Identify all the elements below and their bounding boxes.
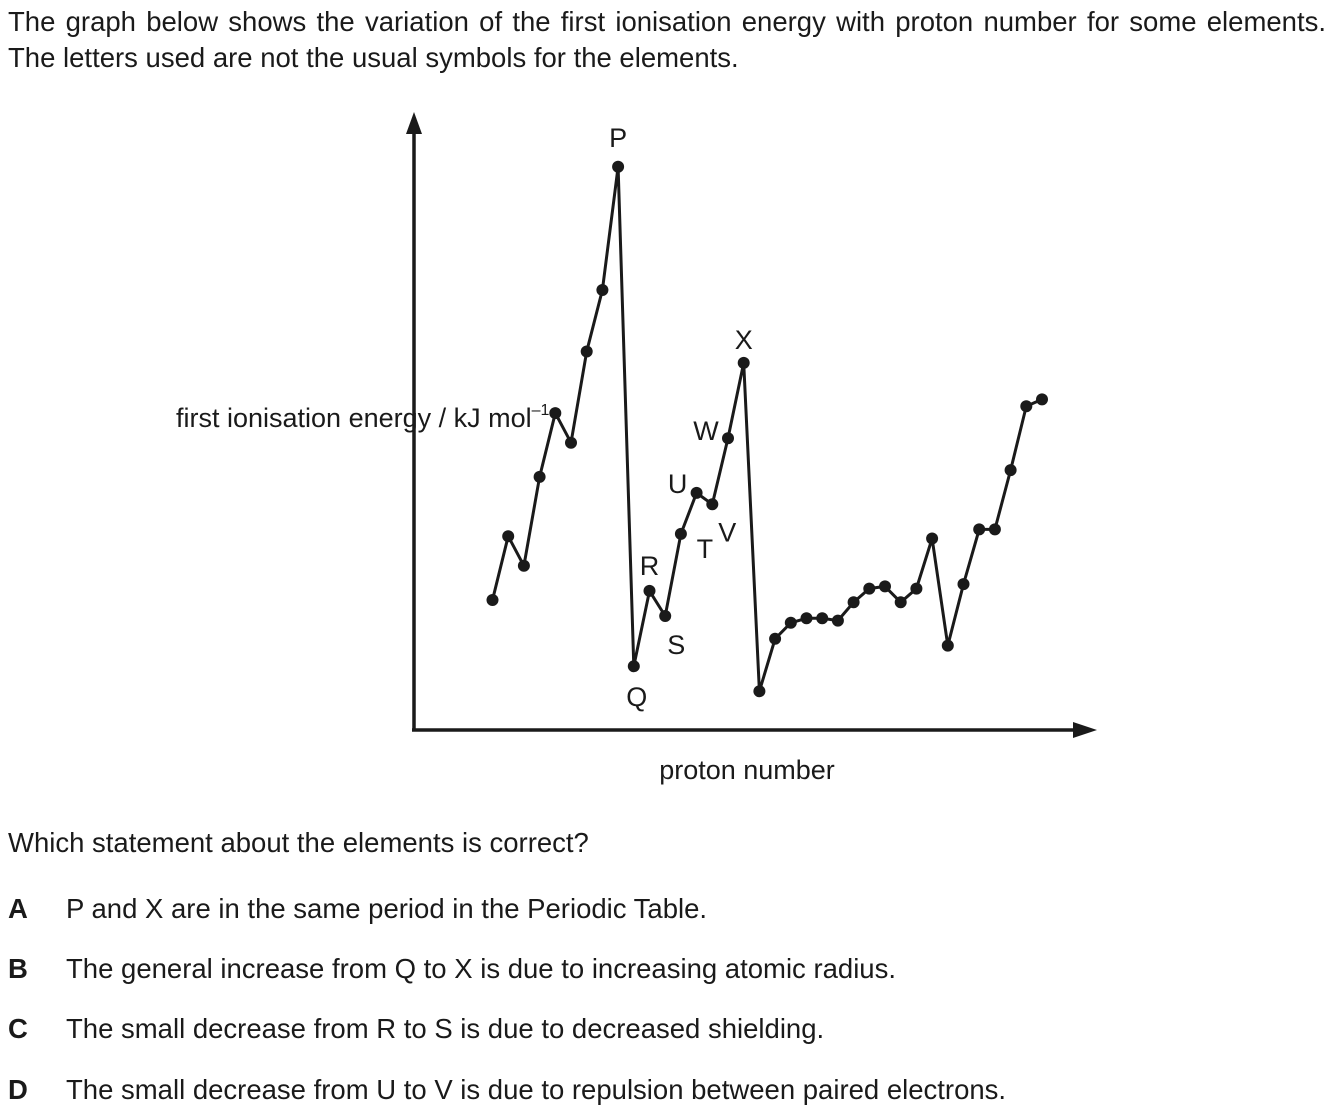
option-text: The small decrease from U to V is due to… bbox=[66, 1074, 1007, 1105]
point-label-w: W bbox=[693, 416, 719, 446]
data-point bbox=[1036, 393, 1048, 406]
data-point bbox=[800, 612, 813, 625]
point-label-s: S bbox=[667, 630, 685, 660]
y-axis-label-superscript: –1 bbox=[531, 402, 550, 419]
data-point bbox=[565, 436, 577, 449]
data-point bbox=[816, 612, 829, 625]
point-label-p: P bbox=[609, 123, 627, 153]
data-point bbox=[894, 596, 907, 609]
data-point bbox=[831, 614, 844, 627]
option-letter: A bbox=[8, 893, 28, 924]
option-letter: C bbox=[8, 1013, 28, 1044]
point-label-r: R bbox=[640, 551, 660, 581]
y-axis-arrow-icon bbox=[406, 112, 422, 134]
data-point bbox=[690, 486, 703, 499]
data-point bbox=[753, 685, 766, 698]
data-point bbox=[879, 580, 891, 593]
ionisation-energy-chart: P Q R S T UV W X proton number bbox=[406, 112, 1097, 785]
data-point bbox=[1004, 464, 1017, 477]
data-point bbox=[486, 594, 499, 606]
data-point bbox=[941, 639, 954, 652]
data-point bbox=[847, 596, 860, 609]
series-line bbox=[491, 166, 1043, 692]
point-labels: P Q R S T UV W X bbox=[609, 123, 753, 712]
data-point bbox=[957, 578, 970, 591]
x-axis-arrow-icon bbox=[1073, 722, 1097, 738]
data-point bbox=[988, 523, 1001, 536]
option-text: The small decrease from R to S is due to… bbox=[66, 1013, 825, 1044]
option-text: The general increase from Q to X is due … bbox=[66, 953, 896, 984]
data-point bbox=[784, 616, 797, 629]
data-point bbox=[596, 284, 609, 296]
data-point bbox=[549, 407, 562, 420]
data-point bbox=[863, 582, 876, 595]
point-label-v: V bbox=[718, 517, 736, 547]
data-point bbox=[674, 527, 687, 540]
data-point bbox=[502, 530, 515, 543]
data-point bbox=[580, 345, 593, 358]
data-point bbox=[926, 532, 939, 545]
question-intro: The graph below shows the variation of t… bbox=[8, 6, 1326, 73]
ionisation-energy-series bbox=[486, 160, 1048, 698]
x-axis-label: proton number bbox=[659, 755, 835, 785]
point-label-x: X bbox=[735, 325, 753, 355]
data-point bbox=[910, 582, 923, 595]
data-point bbox=[706, 498, 719, 511]
data-point bbox=[737, 356, 750, 369]
option-letter: D bbox=[8, 1074, 28, 1105]
data-point bbox=[973, 523, 986, 536]
data-point bbox=[612, 160, 625, 173]
point-label-u: U bbox=[668, 469, 688, 499]
question-stem: Which statement about the elements is co… bbox=[8, 827, 589, 858]
y-axis-label-text: first ionisation energy / kJ mol bbox=[176, 403, 532, 433]
data-point bbox=[533, 470, 546, 483]
option-letter: B bbox=[8, 953, 28, 984]
data-point bbox=[722, 432, 734, 445]
data-point bbox=[769, 632, 782, 645]
option-text: P and X are in the same period in the Pe… bbox=[66, 893, 708, 924]
data-point bbox=[643, 584, 656, 597]
data-point bbox=[659, 610, 672, 622]
y-axis-label: first ionisation energy / kJ mol–1 bbox=[176, 392, 549, 437]
data-point bbox=[627, 660, 640, 673]
point-label-q: Q bbox=[626, 682, 647, 712]
data-point bbox=[517, 559, 530, 572]
point-label-t: T bbox=[697, 534, 714, 564]
chart-axes bbox=[406, 112, 1097, 738]
data-point bbox=[1020, 400, 1033, 413]
